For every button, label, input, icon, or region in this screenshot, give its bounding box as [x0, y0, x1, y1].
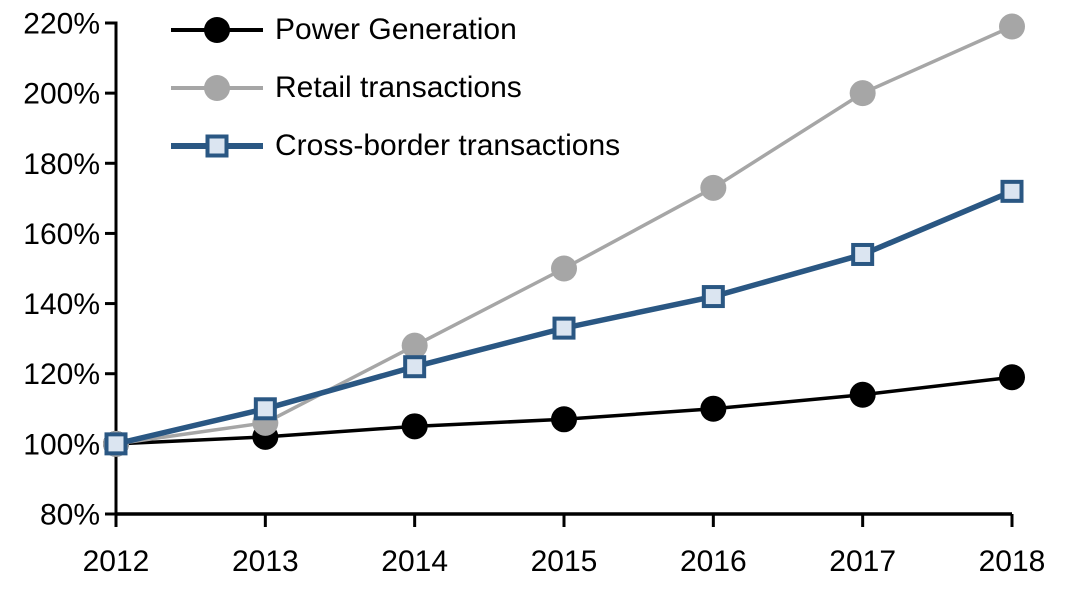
- y-tick-label: 120%: [23, 358, 100, 391]
- cross-border-transactions-point-2018: [1000, 179, 1024, 203]
- y-tick-label: 160%: [23, 218, 100, 251]
- x-tick-label: 2017: [829, 545, 896, 578]
- cross-border-transactions-point-2017: [851, 242, 875, 266]
- retail-transactions-point-2016: [700, 174, 727, 201]
- retail-transactions-point-2017: [849, 80, 876, 107]
- x-tick-label: 2015: [531, 545, 598, 578]
- y-tick-label: 140%: [23, 288, 100, 321]
- x-tick-label: 2014: [381, 545, 448, 578]
- x-tick-label: 2012: [83, 545, 150, 578]
- x-tick-label: 2016: [680, 545, 747, 578]
- power-generation-point-2017: [849, 381, 876, 408]
- y-tick-label: 220%: [23, 8, 100, 41]
- retail-transactions-point-2018: [999, 13, 1025, 40]
- y-tick-label: 80%: [40, 499, 100, 532]
- power-generation-point-2016: [700, 395, 727, 422]
- x-tick-label: 2013: [232, 545, 299, 578]
- retail-transactions-point-2014: [401, 332, 428, 359]
- x-tick-label: 2018: [979, 545, 1046, 578]
- power-generation-point-2014: [401, 413, 428, 440]
- power-generation-point-2015: [551, 406, 577, 433]
- cross-border-transactions-point-2015: [552, 316, 576, 340]
- cross-border-transactions-point-2013: [253, 397, 277, 421]
- y-tick-label: 100%: [23, 428, 100, 461]
- y-tick-label: 200%: [23, 78, 100, 111]
- cross-border-transactions-point-2016: [701, 285, 725, 309]
- retail-transactions-point-2015: [551, 255, 577, 282]
- retail-transactions-line: [115, 24, 1013, 446]
- y-tick-label: 180%: [23, 148, 100, 181]
- cross-border-transactions-point-2014: [403, 355, 427, 379]
- power-generation-point-2018: [999, 364, 1025, 391]
- cross-border-transactions-point-2012: [104, 432, 128, 456]
